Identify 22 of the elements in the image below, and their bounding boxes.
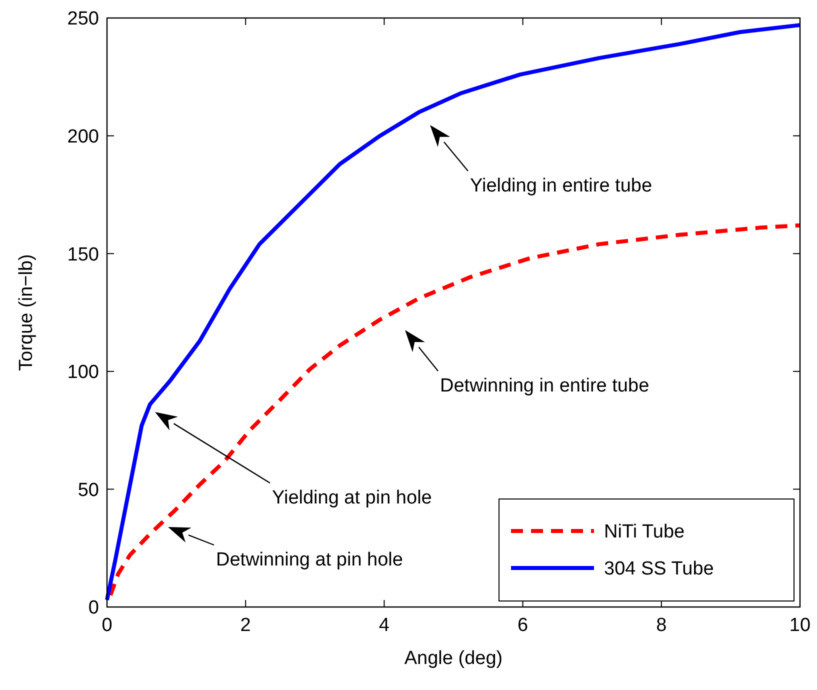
annotation: Yielding in entire tube (470, 176, 652, 197)
annotation: Detwinning in entire tube (440, 376, 650, 397)
x-tick-label: 10 (789, 615, 811, 636)
annotation: Detwinning at pin hole (216, 550, 403, 571)
x-tick-label: 4 (378, 615, 390, 636)
legend-label: NiTi Tube (604, 522, 685, 543)
line-series (105, 23, 802, 602)
y-axis-title: Torque (in−lb) (16, 254, 37, 371)
y-tick-label: 200 (67, 126, 99, 148)
x-axis-title: Angle (deg) (404, 648, 503, 669)
y-tick-label: 100 (67, 362, 99, 384)
x-tick-label: 2 (240, 615, 251, 636)
x-tick-label: 0 (102, 615, 112, 636)
y-tick-label: 250 (67, 8, 99, 30)
y-tick-label: 50 (78, 480, 99, 501)
x-tick-label: 6 (518, 615, 528, 636)
x-tick-label: 8 (656, 615, 667, 636)
annotation: Yielding at pin hole (272, 488, 432, 509)
y-tick-label: 0 (88, 598, 99, 619)
legend-label: 304 SS Tube (604, 558, 714, 580)
line-series (108, 223, 802, 598)
y-tick-label: 150 (67, 244, 99, 266)
